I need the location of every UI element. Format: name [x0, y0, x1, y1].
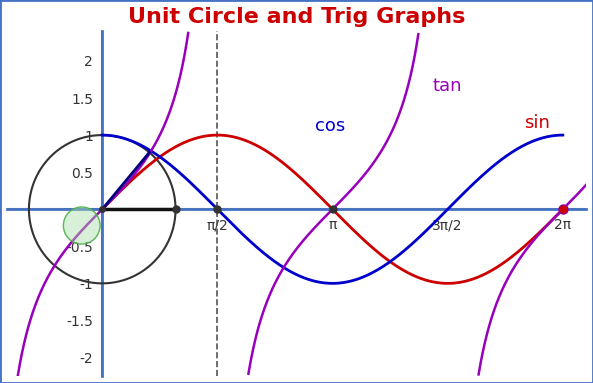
Text: tan: tan — [432, 77, 461, 95]
Title: Unit Circle and Trig Graphs: Unit Circle and Trig Graphs — [128, 7, 465, 27]
Text: sin: sin — [524, 114, 550, 132]
Circle shape — [63, 207, 100, 244]
Text: cos: cos — [315, 117, 345, 135]
